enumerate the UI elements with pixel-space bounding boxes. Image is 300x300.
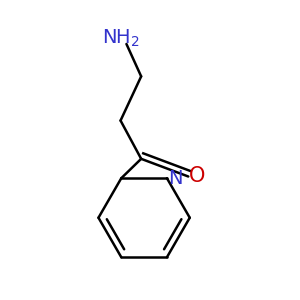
Text: N: N	[169, 169, 183, 188]
Text: NH$_2$: NH$_2$	[102, 28, 140, 49]
Text: O: O	[189, 167, 205, 187]
